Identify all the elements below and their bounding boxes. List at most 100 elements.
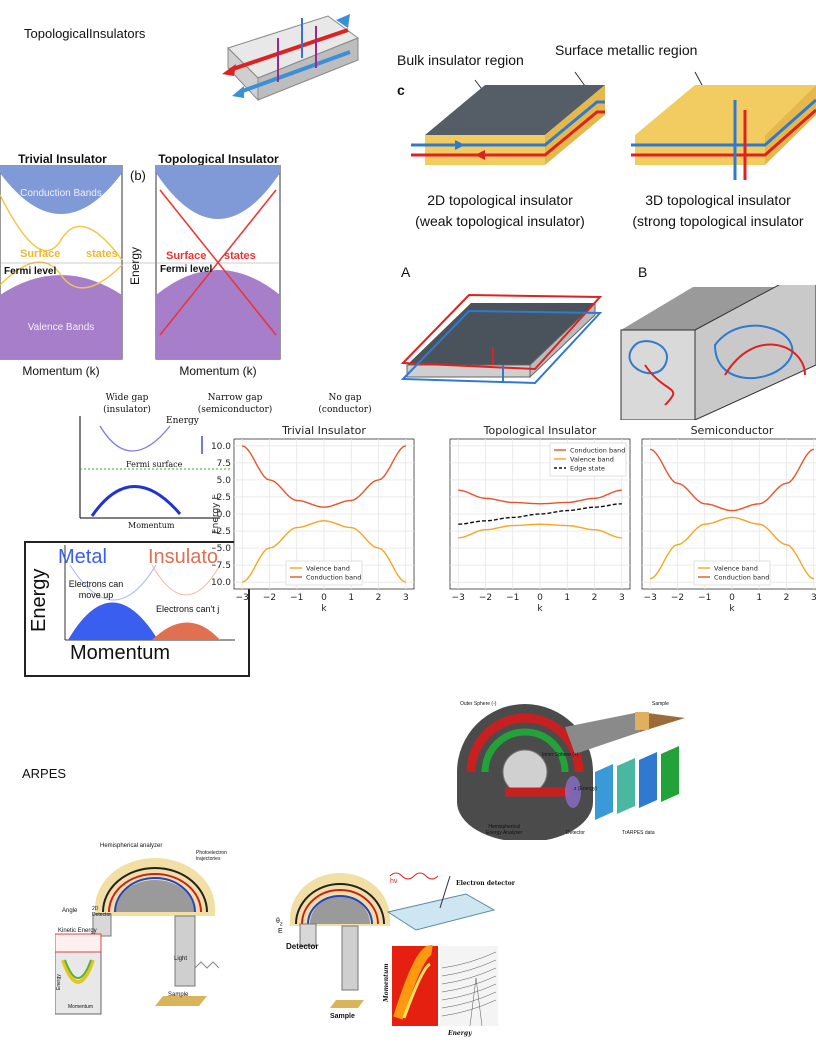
no-gap-line2: (conductor) [318,405,372,415]
x-tick-label: 1 [564,593,570,603]
x-tick-label: −3 [236,593,249,603]
x-tick-label: 3 [811,593,816,603]
momentum-label-trivial: Momentum (k) [22,364,100,378]
arpes-setup-illustration [55,858,220,1015]
x-tick-label: −2 [479,593,492,603]
insulator-label: Insulato [148,546,219,568]
legend-label: Valence band [306,565,350,573]
x-tick-label: −1 [698,593,711,603]
x-tick-label: 3 [403,593,409,603]
arpes2-momentum-label: Momentum [68,1004,94,1010]
arpes3-momentum-label: Momentum [383,963,390,1002]
legend-box [693,560,771,586]
electrons-can-line1: Electrons can [68,579,124,589]
y-tick-label: −2.5 [212,527,231,537]
legend-label: Conduction band [570,447,625,455]
electrons-can-line2: move up [78,590,114,600]
fermi-label-topo: Fermi level [160,264,213,275]
wide-gap-line1: Wide gap [105,393,149,403]
hemi-analyser-line1: Hemispherical [488,824,521,830]
no-gap-label: No gap (conductor) [300,392,390,416]
sample-label-arpes3: Sample [330,1013,355,1020]
2d-detector-line1: 2D [92,906,99,912]
x-tick-label: −2 [671,593,684,603]
2d-detector-label: 2D Detector [92,906,111,918]
series-line [649,448,815,512]
x-tick-label: 0 [729,593,735,603]
light-label: Light [174,956,188,962]
x-tick-label: −3 [644,593,657,603]
e-label: E [278,928,283,935]
y-tick-label: −5.0 [212,544,231,554]
fermi-surface-label: Fermi surface [126,460,183,469]
chart-title: Trivial Insulator [281,424,366,437]
ti-3d-schematics [400,285,816,420]
series-line [458,523,622,539]
arpes3-energy-label: Energy [448,1030,472,1037]
chart-title: Semiconductor [691,424,774,437]
y-tick-label: −7.5 [212,561,231,571]
panel-letter-b-bands: (b) [130,168,146,183]
x-tick-label: 1 [348,593,354,603]
hv-label: hν [390,878,398,885]
trarpes-label: TrARPES data [622,830,655,836]
electrons-can-label: Electrons can move up [64,579,128,601]
sample-label-arpes2: Sample [168,992,189,998]
outer-sphere-label: Outer Sphere (-) [460,701,497,707]
kinetic-energy-label: Kinetic Energy [58,928,97,934]
narrow-gap-line1: Narrow gap [207,393,263,403]
metal-insulator-plot [64,545,235,641]
gap-energy-label: Energy [166,416,199,426]
ti-slab-illustrations [411,71,816,180]
metal-label: Metal [58,546,107,568]
x-axis-label: k [729,604,735,614]
caption-3d-ti: 3D topological insulator (strong topolog… [620,190,816,232]
y-tick-label: 0.0 [217,510,232,520]
chart-title: Topological Insulator [483,424,597,437]
x-axis-label: k [537,604,543,614]
x-tick-label: −2 [263,593,276,603]
x-tick-label: 0 [537,593,543,603]
legend-label: Conduction band [306,574,361,582]
x-tick-label: 3 [619,593,625,603]
series-line [458,489,622,505]
y-tick-label: −10.0 [212,578,231,588]
x-tick-label: −1 [290,593,303,603]
surface-label-topo: Surface [166,250,207,262]
electrons-cant-label: Electrons can't j [156,604,220,614]
metal-energy-label: Energy [28,568,50,632]
photoelectron-line1: Photoelectron [196,850,227,856]
arpes-detector-illustration [290,872,498,1027]
x-tick-label: −1 [506,593,519,603]
x-tick-label: 2 [376,593,382,603]
x-tick-label: 0 [321,593,327,603]
panel-letter-c: c [397,82,405,98]
momentum-label-topo: Momentum (k) [179,364,257,378]
legend-label: Conduction band [714,574,769,582]
sample-label-arpes1: Sample [652,701,669,707]
states-label-topo: states [224,250,256,262]
panel-letter-a: A [401,264,411,280]
caption-2d-line2: (weak topological insulator) [415,213,585,229]
states-label-trivial: states [86,248,118,260]
x-tick-label: 1 [756,593,762,603]
no-gap-line1: No gap [328,393,362,403]
wide-gap-label: Wide gap (insulator) [82,392,172,416]
gap-comparison-plot [79,416,230,519]
2d-detector-line2: Detector [92,912,111,918]
surface-label-trivial: Surface [20,248,61,260]
narrow-gap-line2: (semiconductor) [197,405,273,415]
ti-box-illustration [222,14,360,102]
legend-label: Valence band [570,456,614,464]
band-structure-charts: −3 −2 −1 0 1 2 3 10.0 7.5 5.0 2.5 0.0 −2.5 −5.0 −7.5 −1… [212,424,816,614]
legend-label: Edge state [570,465,605,473]
angle-label: Angle [62,908,78,914]
section-heading-arpes: ARPES [22,766,67,781]
x-tick-label: −3 [452,593,465,603]
hemispherical-analyser-label: Hemispherical Energy Analyser [486,824,522,836]
y-tick-label: 10.0 [212,442,231,452]
fermi-label-trivial: Fermi level [4,266,57,277]
inner-sphere-label: Inner Sphere (+) [542,752,579,758]
series-line [458,503,622,525]
band-diagram [0,165,281,360]
